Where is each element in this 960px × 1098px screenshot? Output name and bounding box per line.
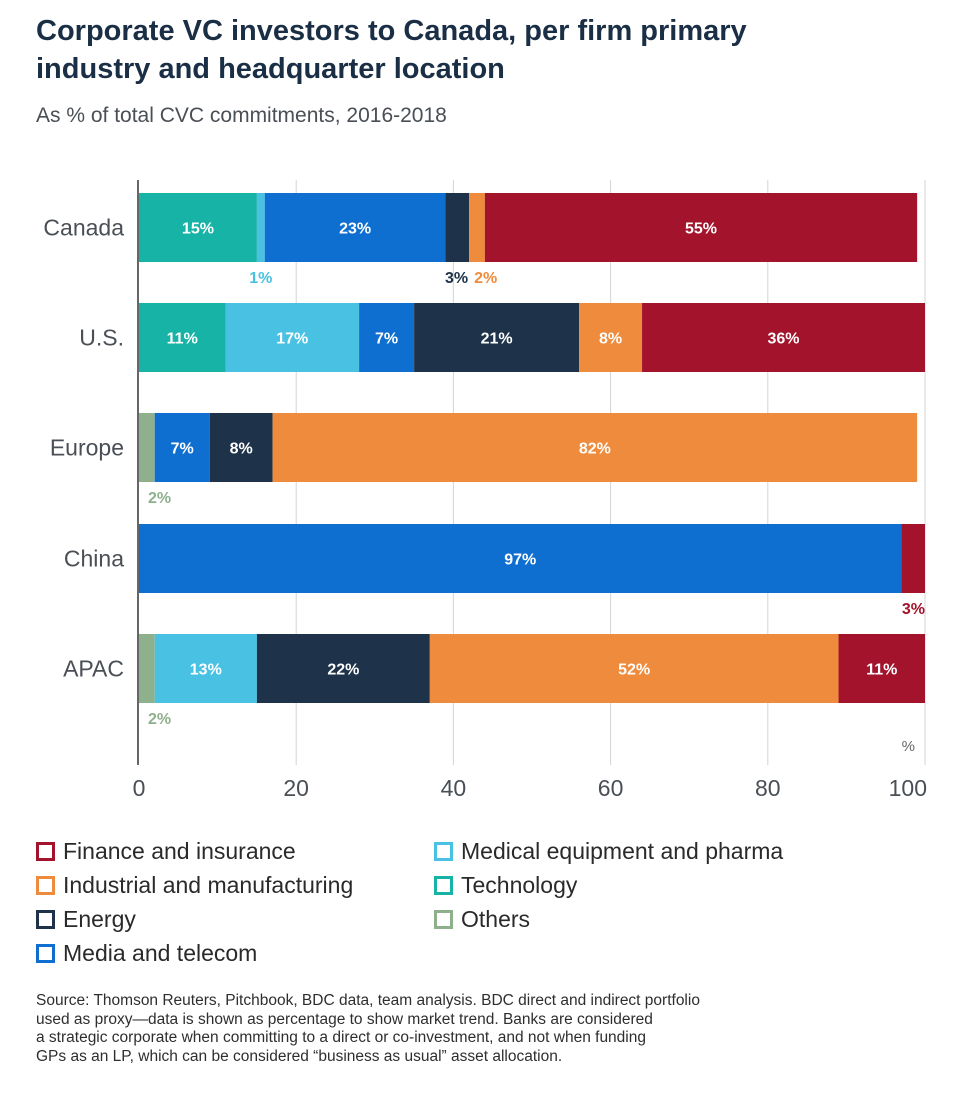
- bar-segment-china-finance-and-insurance: [901, 524, 925, 593]
- chart-subtitle: As % of total CVC commitments, 2016-2018: [36, 104, 447, 127]
- outside-label-china-finance-and-insurance: 3%: [902, 601, 925, 618]
- source-line-1: Source: Thomson Reuters, Pitchbook, BDC …: [36, 992, 700, 1009]
- bar-segment-canada-medical-equipment-and-pharma: [256, 193, 265, 262]
- bar-segment-china-media-and-telecom: [139, 524, 902, 593]
- legend-item-media: Media and telecom: [36, 940, 257, 967]
- bar-segment-canada-technology: [139, 193, 257, 262]
- legend-item-technology: Technology: [434, 872, 577, 899]
- data-label-canada-technology: 15%: [182, 221, 214, 238]
- legend-item-finance: Finance and insurance: [36, 838, 296, 865]
- legend-swatch-medical: [434, 842, 453, 861]
- bar-segment-u-s-medical-equipment-and-pharma: [225, 303, 360, 372]
- outside-label-canada-industrial-and-manufacturing: 2%: [474, 270, 497, 287]
- legend-label-media: Media and telecom: [63, 940, 258, 966]
- bar-segment-u-s-technology: [139, 303, 226, 372]
- legend-swatch-industrial: [36, 876, 55, 895]
- data-label-apac-finance-and-insurance: 11%: [866, 662, 897, 679]
- data-label-canada-finance-and-insurance: 55%: [685, 221, 717, 238]
- legend-swatch-others: [434, 910, 453, 929]
- chart-title-line-2: industry and headquarter location: [36, 53, 505, 85]
- tick-label-0: 0: [133, 775, 146, 801]
- bar-segment-apac-finance-and-insurance: [838, 634, 925, 703]
- bar-segment-europe-industrial-and-manufacturing: [272, 413, 918, 482]
- legend-label-energy: Energy: [63, 906, 136, 932]
- bar-segment-canada-industrial-and-manufacturing: [469, 193, 485, 262]
- legend-label-medical: Medical equipment and pharma: [461, 838, 784, 864]
- chart-title: Corporate VC investors to Canada, per fi…: [36, 12, 936, 88]
- data-label-u-s-industrial-and-manufacturing: 8%: [599, 331, 622, 348]
- bar-segment-canada-media-and-telecom: [264, 193, 446, 262]
- bar-segment-apac-medical-equipment-and-pharma: [154, 634, 257, 703]
- data-label-europe-industrial-and-manufacturing: 82%: [579, 441, 611, 458]
- data-label-apac-industrial-and-manufacturing: 52%: [618, 662, 650, 679]
- legend-item-medical: Medical equipment and pharma: [434, 838, 783, 865]
- legend-swatch-media: [36, 944, 55, 963]
- legend-swatch-finance: [36, 842, 55, 861]
- tick-label-80: 80: [755, 775, 781, 801]
- outside-label-europe-others: 2%: [148, 490, 171, 507]
- tick-label-60: 60: [598, 775, 624, 801]
- category-label-europe: Europe: [50, 435, 124, 461]
- tick-label-100: 100: [889, 775, 927, 801]
- chart-title-line-1: Corporate VC investors to Canada, per fi…: [36, 15, 747, 47]
- outside-label-canada-medical-equipment-and-pharma: 1%: [249, 270, 272, 287]
- legend-label-finance: Finance and insurance: [63, 838, 296, 864]
- bar-segment-europe-energy: [209, 413, 273, 482]
- data-label-china-media-and-telecom: 97%: [504, 552, 536, 569]
- legend-item-industrial: Industrial and manufacturing: [36, 872, 353, 899]
- bar-segment-canada-energy: [445, 193, 470, 262]
- category-label-canada: Canada: [43, 215, 124, 241]
- bar-segment-canada-finance-and-insurance: [484, 193, 918, 262]
- outside-label-canada-energy: 3%: [445, 270, 468, 287]
- data-label-u-s-finance-and-insurance: 36%: [768, 331, 800, 348]
- bar-segment-u-s-industrial-and-manufacturing: [579, 303, 643, 372]
- bar-segment-u-s-energy: [414, 303, 580, 372]
- category-label-u-s: U.S.: [79, 325, 124, 351]
- data-label-apac-medical-equipment-and-pharma: 13%: [190, 662, 222, 679]
- bar-segment-apac-industrial-and-manufacturing: [429, 634, 839, 703]
- bar-segment-europe-media-and-telecom: [154, 413, 210, 482]
- legend-item-energy: Energy: [36, 906, 136, 933]
- bar-segment-apac-others: [139, 634, 155, 703]
- data-label-europe-media-and-telecom: 7%: [171, 441, 194, 458]
- tick-label-40: 40: [441, 775, 467, 801]
- legend-label-others: Others: [461, 906, 531, 932]
- bar-segment-u-s-media-and-telecom: [359, 303, 415, 372]
- bar-segment-europe-others: [139, 413, 155, 482]
- data-label-u-s-medical-equipment-and-pharma: 17%: [276, 331, 308, 348]
- unit-label: %: [902, 738, 915, 755]
- legend-swatch-energy: [36, 910, 55, 929]
- data-label-u-s-energy: 21%: [481, 331, 513, 348]
- data-label-europe-energy: 8%: [230, 441, 253, 458]
- data-label-apac-energy: 22%: [327, 662, 359, 679]
- source-note: Source: Thomson Reuters, Pitchbook, BDC …: [36, 992, 916, 1066]
- source-line-3: a strategic corporate when committing to…: [36, 1029, 646, 1047]
- data-label-u-s-media-and-telecom: 7%: [375, 331, 398, 348]
- source-line-2: used as proxy—data is shown as percentag…: [36, 1010, 653, 1028]
- outside-label-apac-others: 2%: [148, 711, 171, 728]
- data-label-canada-media-and-telecom: 23%: [339, 221, 371, 238]
- legend-swatch-technology: [434, 876, 453, 895]
- category-label-apac: APAC: [63, 656, 124, 682]
- stacked-bar-chart: Canada 15% 1% 23% 3% 2% 55% U.S. 11% 17% 7% 21% 8% 36…: [43, 180, 927, 801]
- legend-label-technology: Technology: [461, 872, 578, 898]
- legend-label-industrial: Industrial and manufacturing: [63, 872, 354, 898]
- category-label-china: China: [64, 546, 124, 572]
- bar-segment-u-s-finance-and-insurance: [642, 303, 925, 372]
- bar-segment-apac-energy: [256, 634, 430, 703]
- tick-label-20: 20: [283, 775, 309, 801]
- source-line-4: GPs as an LP, which can be considered “b…: [36, 1047, 563, 1065]
- legend-item-others: Others: [434, 906, 530, 933]
- data-label-u-s-technology: 11%: [167, 331, 198, 348]
